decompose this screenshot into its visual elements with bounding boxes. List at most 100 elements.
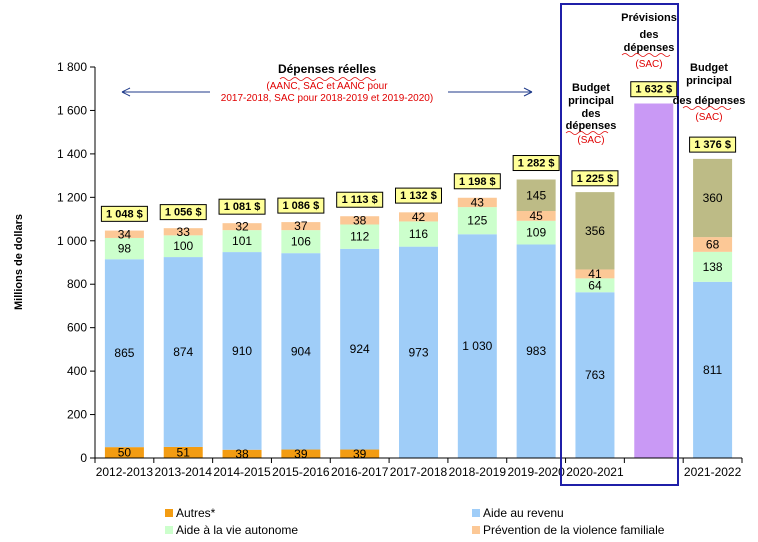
segment-label: 43 [471,195,485,209]
annotation-me2021-2: principal [686,75,732,87]
bar-segment [575,192,615,270]
segment-label: 983 [526,344,546,358]
segment-label: 39 [353,447,367,461]
annotation-squiggle [279,77,377,81]
segment-label: 101 [232,234,252,248]
bar-segment [457,197,497,208]
bar-segment [222,252,262,450]
y-tick-label: 200 [67,408,87,422]
x-tick-label: 2021-2022 [684,465,742,479]
x-tick-label: 2014-2015 [213,465,271,479]
total-label-box [100,205,148,222]
y-tick-label: 1 600 [57,103,87,117]
segment-label: 39 [294,447,308,461]
annotation-forecast-squiggle [621,53,671,57]
total-label-box [630,81,678,98]
total-label: 1 225 $ [577,173,614,185]
bar-segment [575,269,615,279]
x-tick-label: 2012-2013 [96,465,154,479]
segment-label: 924 [350,342,370,356]
y-axis-ticks: 0 200 400 600 800 1 000 1 200 1 400 1 600 1 800 [57,60,743,465]
bar-segment [222,230,262,253]
annotation-forecast-1: Prévisions [621,12,677,24]
legend-label-aide-revenu: Aide au revenu [483,506,564,520]
total-label: 1 113 $ [342,194,378,206]
bar-segment [575,292,615,458]
bar-segment [340,248,380,450]
annotation-forecast-2: des [640,29,659,41]
annotation-forecast-sub: (SAC) [635,59,662,70]
segment-label: 112 [350,230,369,244]
bar-segment [457,207,497,235]
arrow-left-head-icon [121,87,131,97]
bar-segment [516,220,556,245]
annotation-me2021-3: des dépenses [673,95,746,107]
x-tick-label: 2019-2020 [507,465,565,479]
bar-segment [516,244,556,458]
legend: Autres* Aide au revenu Aide à la vie aut… [165,506,665,537]
legend-swatch-autres [165,509,173,517]
y-tick-label: 1 800 [57,60,87,74]
bar-segment [693,237,733,252]
segment-label: 973 [408,345,428,359]
x-tick-label: 2016-2017 [331,465,389,479]
segment-label: 360 [703,191,723,205]
segment-label: 865 [114,346,134,360]
x-tick-label: 2013-2014 [155,465,213,479]
segment-label: 33 [177,225,191,239]
annotation-actual-sub-1: (AANC, SAC et AANC pour [266,81,388,92]
y-tick-label: 1 200 [57,190,87,204]
annotation-me2020-squiggle [565,131,609,135]
bar-segment [104,447,144,458]
bar-segment [399,221,438,247]
annotation-me2020-4: dépenses [566,120,617,132]
total-label: 1 048 $ [106,208,143,220]
bar-segment [516,179,556,212]
annotation-me2021-1: Budget [690,62,728,74]
annotation-forecast-3: dépenses [624,42,675,54]
bar-segment [281,230,321,254]
bar-segment [399,246,438,458]
x-tick-label: 2017-2018 [390,465,448,479]
bar-segment [163,228,203,236]
segment-label: 37 [294,219,308,233]
bar-segment [399,212,438,222]
annotation-me2020-3: des [582,108,601,120]
total-label: 1 282 $ [518,158,555,170]
segment-label: 811 [703,363,722,377]
total-label-box [512,155,560,172]
total-label-box [689,136,737,153]
segment-label: 356 [585,224,605,238]
bar-segment [104,230,144,238]
bar-segment [163,257,203,447]
legend-swatch-violence [472,526,480,534]
highlight-box [560,3,679,486]
bar-segment [575,278,615,293]
y-tick-label: 600 [67,321,87,335]
segment-label: 41 [588,267,602,281]
x-tick-label: 2018-2019 [449,465,507,479]
bar-segment [693,158,733,238]
annotation-me2020-2: principal [568,95,614,107]
total-label-box [277,197,325,214]
segment-label: 32 [235,220,249,234]
segment-label: 38 [353,213,367,227]
bar-segment [634,103,674,458]
bar-segment [281,253,321,450]
total-label-box [453,173,501,190]
total-label-box [336,191,384,208]
bar-segment [340,449,380,458]
segment-label: 100 [173,239,193,253]
segment-label: 50 [118,446,132,460]
segment-label: 68 [706,237,720,251]
y-tick-label: 0 [80,451,87,465]
legend-swatch-vie-autonome [165,526,173,534]
annotation-me2021-squiggle [682,106,732,110]
x-tick-label: 2020-2021 [566,465,624,479]
segment-label: 64 [588,278,602,292]
segment-label: 910 [232,344,252,358]
bars [104,103,733,458]
bar-segment [163,446,203,458]
